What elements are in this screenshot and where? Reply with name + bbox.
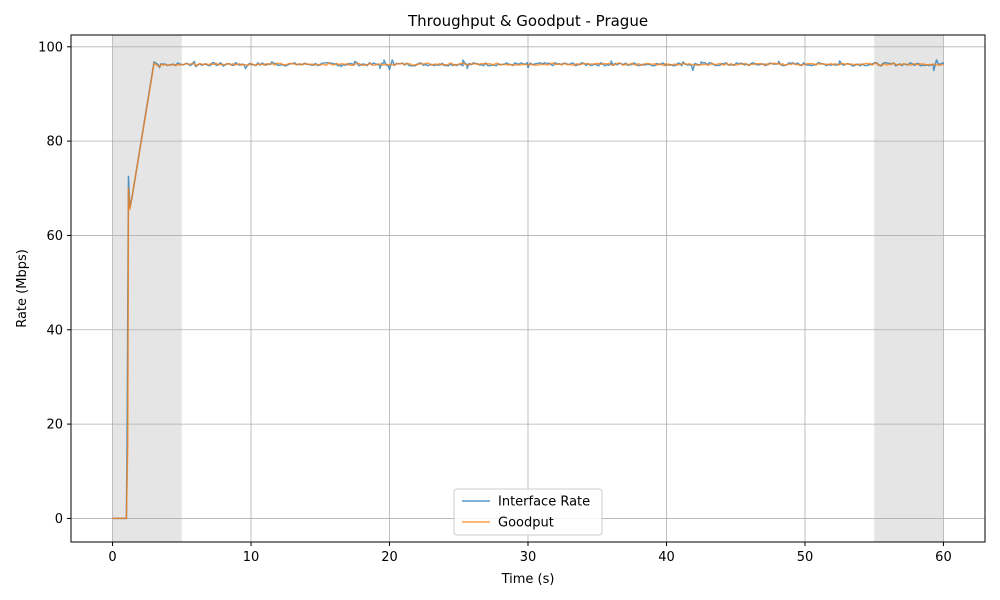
y-tick-label: 20 bbox=[46, 418, 63, 433]
chart-title: Throughput & Goodput - Prague bbox=[407, 12, 648, 30]
legend-box bbox=[453, 488, 603, 536]
y-tick-label: 60 bbox=[46, 229, 63, 244]
x-tick-label: 20 bbox=[381, 550, 398, 565]
series-line-goodput bbox=[112, 62, 944, 520]
x-tick-label: 50 bbox=[797, 550, 814, 565]
y-axis-label: Rate (Mbps) bbox=[15, 249, 30, 328]
axis-ticks: 0 10 20 30 40 50 60 0 20 40 60 80 100 bbox=[38, 40, 952, 565]
x-tick-label: 30 bbox=[520, 550, 537, 565]
y-tick-label: 40 bbox=[46, 323, 63, 338]
legend-label: Interface Rate bbox=[498, 495, 590, 510]
shaded-regions bbox=[112, 35, 944, 542]
y-tick-label: 80 bbox=[46, 135, 63, 150]
shaded-region-0 bbox=[112, 35, 182, 542]
x-axis-label: Time (s) bbox=[501, 572, 555, 587]
x-tick-label: 10 bbox=[243, 550, 260, 565]
x-tick-label: 40 bbox=[658, 550, 675, 565]
series-lines bbox=[112, 59, 945, 520]
series-line-interface-rate bbox=[112, 59, 945, 520]
legend: Interface Rate Goodput bbox=[453, 488, 603, 536]
x-tick-label: 0 bbox=[108, 550, 116, 565]
shaded-region-1 bbox=[874, 35, 944, 542]
y-tick-label: 100 bbox=[38, 40, 63, 55]
x-tick-label: 60 bbox=[935, 550, 952, 565]
legend-label: Goodput bbox=[498, 516, 554, 531]
y-tick-label: 0 bbox=[55, 512, 63, 527]
